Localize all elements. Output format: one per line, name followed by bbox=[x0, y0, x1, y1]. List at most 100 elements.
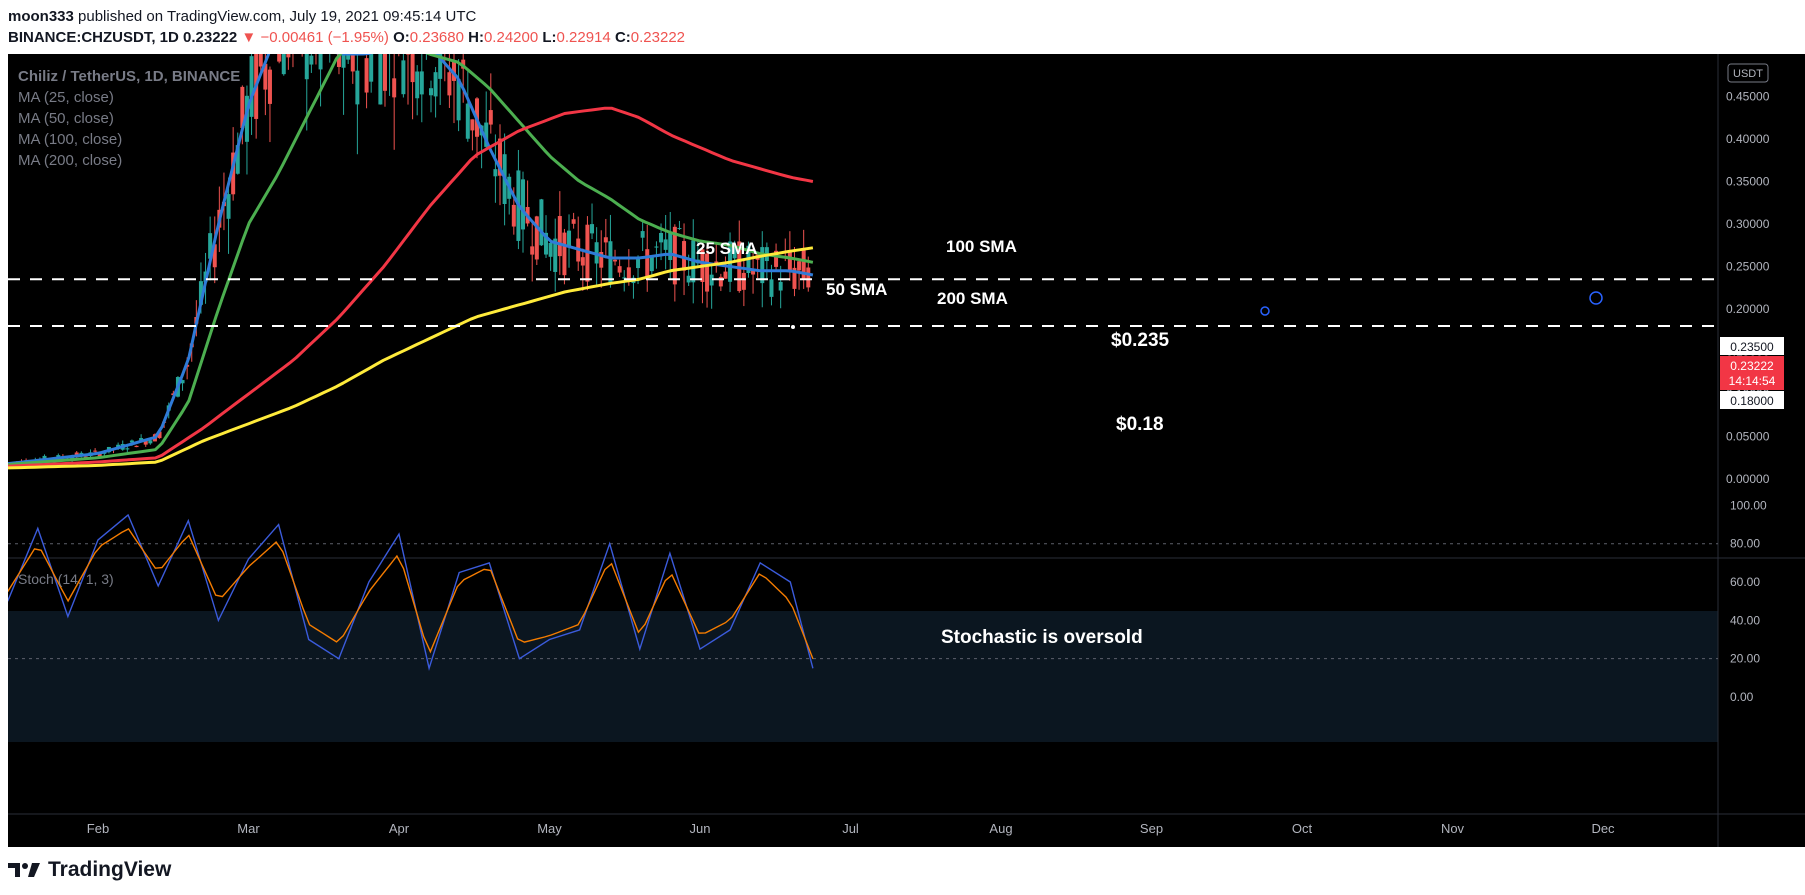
candle-body bbox=[281, 2, 286, 75]
chart-header: moon333 published on TradingView.com, Ju… bbox=[8, 6, 685, 48]
price-badge-level1 bbox=[1720, 337, 1784, 355]
time-tick-label: Aug bbox=[989, 821, 1012, 836]
candle-body bbox=[622, 277, 627, 279]
legend-ma50[interactable]: MA (50, close) bbox=[18, 110, 114, 127]
stoch-tick-label: 40.00 bbox=[1730, 613, 1760, 627]
candle-body bbox=[534, 216, 539, 260]
candle-body bbox=[521, 179, 526, 230]
annotation-50sma[interactable]: 50 SMA bbox=[826, 280, 887, 299]
candle-body bbox=[686, 275, 691, 283]
marker-circle-large[interactable] bbox=[1589, 291, 1603, 305]
stoch-d-line[interactable] bbox=[7, 527, 814, 659]
annotation-level-018[interactable]: $0.18 bbox=[1116, 414, 1164, 435]
candle-body bbox=[451, 61, 456, 81]
footer-brand[interactable]: TradingView bbox=[8, 858, 171, 882]
low-value: 0.22914 bbox=[556, 29, 611, 46]
currency-badge[interactable] bbox=[1727, 63, 1769, 83]
candle-body bbox=[208, 233, 213, 259]
candle-body bbox=[557, 216, 562, 257]
stoch-tick-label: 80.00 bbox=[1730, 537, 1760, 551]
legend-ma200[interactable]: MA (200, close) bbox=[18, 152, 122, 169]
price-badge-level2 bbox=[1720, 391, 1784, 409]
candle-body bbox=[737, 241, 742, 292]
candle-body bbox=[382, 31, 387, 91]
candle-body bbox=[198, 281, 203, 305]
candle-body bbox=[134, 445, 139, 448]
price-tick-label: 0.30000 bbox=[1726, 217, 1770, 231]
candle-body bbox=[769, 279, 774, 297]
annotation-100sma[interactable]: 100 SMA bbox=[946, 237, 1017, 256]
candle-body bbox=[553, 238, 558, 272]
price-chart-svg[interactable]: 0.000000.050000.100000.150000.200000.250… bbox=[5, 0, 1805, 847]
time-tick-label: Apr bbox=[389, 821, 410, 836]
annotation-200sma[interactable]: 200 SMA bbox=[937, 289, 1008, 308]
candle-body bbox=[304, 10, 309, 80]
stoch-title[interactable]: Stoch (14, 1, 3) bbox=[18, 571, 114, 587]
annotation-25sma[interactable]: 25 SMA bbox=[696, 239, 757, 258]
publish-line: moon333 published on TradingView.com, Ju… bbox=[8, 6, 685, 27]
candle-body bbox=[401, 60, 406, 95]
price-tick-label: 0.35000 bbox=[1726, 175, 1770, 189]
candle-body bbox=[97, 452, 102, 457]
marker-dot bbox=[791, 325, 795, 329]
price-tick-label: 0.45000 bbox=[1726, 90, 1770, 104]
candle-body bbox=[640, 231, 645, 238]
candle-body bbox=[244, 95, 249, 142]
candle-body bbox=[493, 169, 498, 177]
candle-body bbox=[93, 450, 98, 452]
price-badge-countdown: 14:14:54 bbox=[1729, 374, 1776, 388]
candle-body bbox=[787, 251, 792, 271]
price-tick-label: 0.20000 bbox=[1726, 302, 1770, 316]
annotation-level-0235[interactable]: $0.235 bbox=[1111, 330, 1170, 351]
candle-body bbox=[125, 448, 130, 450]
candle-body bbox=[548, 242, 553, 257]
candle-body bbox=[419, 71, 424, 95]
chart-area[interactable]: 0.000000.050000.100000.150000.200000.250… bbox=[5, 0, 1805, 847]
candle-body bbox=[801, 250, 806, 279]
candle-body bbox=[318, 33, 323, 70]
candle-body bbox=[608, 241, 613, 285]
price-badge-last-text: 0.23222 bbox=[1730, 359, 1774, 373]
candle-body bbox=[714, 261, 719, 264]
candle-body bbox=[226, 194, 231, 219]
high-value: 0.24200 bbox=[483, 29, 539, 46]
candle-body bbox=[732, 246, 737, 259]
candle-body bbox=[341, 6, 346, 68]
price-badge-level1-text: 0.23500 bbox=[1730, 340, 1774, 354]
ma200-line[interactable] bbox=[7, 246, 814, 470]
candle-body bbox=[511, 204, 516, 227]
quote-line: BINANCE:CHZUSDT, 1D 0.23222 ▼ −0.00461 (… bbox=[8, 27, 685, 48]
candle-body bbox=[240, 86, 245, 128]
legend-ma25[interactable]: MA (25, close) bbox=[18, 89, 114, 106]
time-tick-label: Dec bbox=[1591, 821, 1615, 836]
candle-body bbox=[157, 431, 162, 439]
candle-body bbox=[415, 71, 420, 99]
time-axis[interactable]: Feb Mar Apr May Jun Jul Aug Sep Oct Nov Dec bbox=[87, 821, 1615, 836]
candle-body bbox=[590, 224, 595, 234]
candle-body bbox=[465, 103, 470, 139]
author-name[interactable]: moon333 bbox=[8, 8, 74, 25]
candle-body bbox=[663, 239, 668, 250]
candle-body bbox=[461, 59, 466, 69]
stochastic-layer bbox=[7, 513, 1718, 671]
close-label: C: bbox=[614, 29, 631, 46]
candle-body bbox=[580, 257, 585, 266]
candle-body bbox=[654, 246, 659, 248]
candle-body bbox=[364, 58, 369, 93]
stoch-axis[interactable]: 0.00 20.00 40.00 60.00 80.00 100.00 bbox=[1730, 498, 1767, 704]
candle-body bbox=[309, 55, 314, 65]
candle-body bbox=[751, 269, 756, 275]
legend-ma100[interactable]: MA (100, close) bbox=[18, 131, 122, 148]
ma100-line[interactable] bbox=[7, 106, 814, 468]
candle-body bbox=[567, 230, 572, 247]
marker-circle-small[interactable] bbox=[1260, 306, 1270, 316]
stoch-tick-label: 20.00 bbox=[1730, 652, 1760, 666]
annotation-stoch-oversold[interactable]: Stochastic is oversold bbox=[941, 627, 1143, 648]
down-arrow-icon: ▼ bbox=[241, 29, 257, 46]
candle-body bbox=[263, 63, 268, 90]
candle-body bbox=[530, 246, 535, 255]
candle-body bbox=[447, 72, 452, 96]
change-value: −0.00461 (−1.95%) bbox=[260, 29, 389, 46]
candle-body bbox=[433, 72, 438, 97]
time-tick-label: Feb bbox=[87, 821, 109, 836]
